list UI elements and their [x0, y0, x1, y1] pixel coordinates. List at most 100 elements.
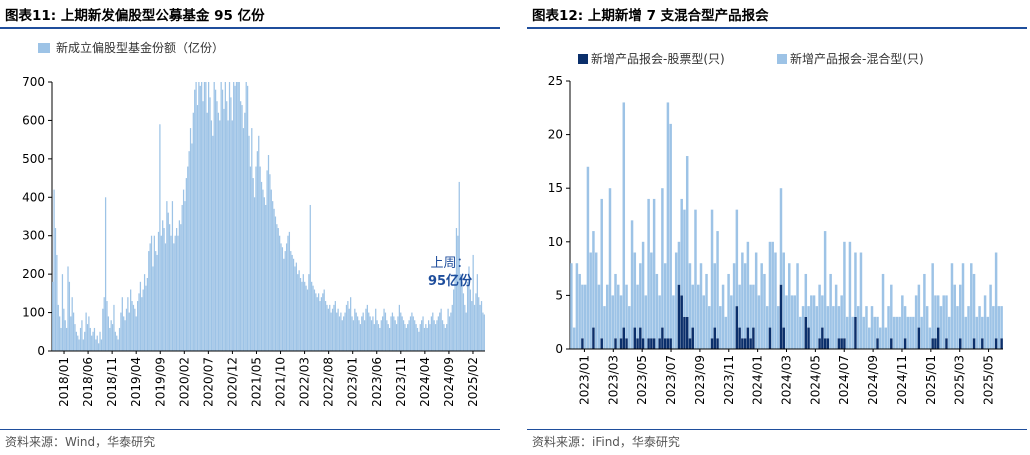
left-bar-fund-shares: [344, 312, 346, 351]
right-xtick-label: 2024/05: [808, 355, 822, 405]
left-bar-fund-shares: [379, 327, 381, 351]
right-bar-mixed: [923, 273, 926, 349]
left-bar-fund-shares: [397, 316, 399, 351]
right-bar-mixed: [752, 284, 755, 328]
left-bar-fund-shares: [188, 151, 190, 351]
right-bar-stock: [592, 327, 595, 349]
right-bar-mixed: [986, 316, 990, 349]
right-bar-mixed: [950, 263, 954, 349]
right-bar-mixed: [743, 263, 747, 339]
right-xtick-label: 2023/05: [635, 355, 649, 405]
left-bar-fund-shares: [439, 312, 441, 351]
left-bar-fund-shares: [100, 339, 103, 351]
left-bar-fund-shares: [460, 274, 462, 351]
left-bar-fund-shares: [401, 316, 403, 351]
left-bar-fund-shares: [135, 316, 137, 351]
right-bar-mixed: [936, 295, 940, 328]
right-bar-mixed: [622, 102, 626, 328]
left-bar-fund-shares: [418, 331, 420, 351]
left-bar-fund-shares: [476, 274, 478, 351]
right-bar-mixed: [879, 327, 882, 349]
left-bar-fund-shares: [96, 335, 98, 351]
right-bar-stock: [633, 327, 637, 349]
left-bar-fund-shares: [189, 128, 192, 351]
right-bar-mixed: [829, 273, 832, 349]
left-bar-fund-shares: [162, 220, 164, 351]
right-bar-mixed: [961, 263, 965, 349]
left-bar-fund-shares: [415, 324, 417, 351]
left-bar-fund-shares: [242, 128, 245, 351]
left-bar-fund-shares: [209, 97, 211, 351]
right-bar-stock: [741, 338, 744, 349]
left-ytick-label: 500: [22, 152, 45, 166]
right-bar-mixed: [834, 284, 838, 349]
left-bar-fund-shares: [389, 327, 391, 351]
left-bar-fund-shares: [404, 324, 406, 351]
right-bar-mixed: [832, 306, 835, 349]
left-bar-fund-shares: [142, 289, 144, 351]
left-bar-fund-shares: [432, 312, 434, 351]
left-bar-fund-shares: [167, 212, 169, 351]
right-bar-mixed: [647, 198, 650, 339]
left-bar-fund-shares: [409, 316, 412, 351]
left-bar-fund-shares: [479, 304, 481, 351]
left-bar-fund-shares: [71, 297, 73, 351]
left-bar-fund-shares: [213, 82, 215, 351]
left-bar-fund-shares: [277, 228, 279, 351]
left-bar-fund-shares: [366, 304, 368, 351]
left-xtick-label: 2020/02: [177, 357, 191, 407]
left-bar-fund-shares: [59, 316, 61, 351]
left-bar-fund-shares: [56, 254, 58, 351]
left-bar-fund-shares: [373, 324, 375, 351]
left-xtick-label: 2019/04: [129, 357, 143, 407]
left-bar-fund-shares: [64, 320, 66, 351]
right-bar-mixed: [760, 263, 763, 349]
left-bar-fund-shares: [451, 304, 453, 351]
left-xtick-label: 2020/07: [201, 357, 215, 407]
right-bar-mixed: [603, 306, 606, 349]
left-bar-fund-shares: [437, 316, 439, 351]
left-bar-fund-shares: [67, 266, 69, 351]
left-bar-fund-shares: [359, 324, 362, 351]
right-bar-mixed: [636, 284, 639, 339]
left-bar-fund-shares: [53, 189, 55, 351]
left-bar-fund-shares: [259, 166, 261, 351]
right-bar-mixed: [876, 316, 879, 339]
left-bar-fund-shares: [283, 258, 285, 351]
right-bar-stock: [782, 327, 785, 349]
right-bar-mixed: [859, 252, 863, 349]
left-bar-fund-shares: [340, 312, 342, 351]
right-bar-stock: [981, 338, 984, 349]
left-bar-fund-shares: [356, 316, 359, 351]
left-bar-fund-shares: [469, 289, 472, 351]
right-bar-stock: [716, 338, 719, 349]
right-xtick-label: 2025/01: [924, 355, 938, 405]
right-bar-stock: [669, 338, 672, 349]
right-bar-mixed: [956, 306, 959, 349]
right-bar-mixed: [856, 306, 860, 349]
left-bar-fund-shares: [269, 174, 271, 351]
left-bar-fund-shares: [217, 112, 220, 351]
right-bar-mixed: [697, 284, 700, 349]
right-bar-stock: [890, 338, 893, 349]
right-bar-stock: [945, 338, 948, 349]
left-bar-fund-shares: [422, 316, 424, 351]
left-bar-fund-shares: [412, 316, 414, 351]
left-bar-fund-shares: [315, 293, 317, 351]
left-bar-fund-shares: [402, 320, 405, 351]
right-bar-mixed: [666, 102, 670, 339]
left-bar-fund-shares: [163, 228, 165, 351]
right-bar-mixed: [741, 252, 744, 339]
left-bar-fund-shares: [316, 297, 318, 351]
left-annotation-line1: 上周：: [430, 256, 469, 271]
left-bar-fund-shares: [68, 281, 71, 351]
right-bar-mixed: [920, 316, 923, 349]
left-bar-fund-shares: [113, 304, 115, 351]
left-bar-fund-shares: [246, 85, 249, 351]
right-bar-mixed: [702, 295, 706, 349]
left-bar-fund-shares: [175, 228, 178, 351]
left-bar-fund-shares: [427, 320, 430, 351]
left-bar-fund-shares: [270, 189, 272, 351]
left-xtick-label: 2022/08: [322, 357, 336, 407]
right-bar-mixed: [953, 284, 956, 349]
